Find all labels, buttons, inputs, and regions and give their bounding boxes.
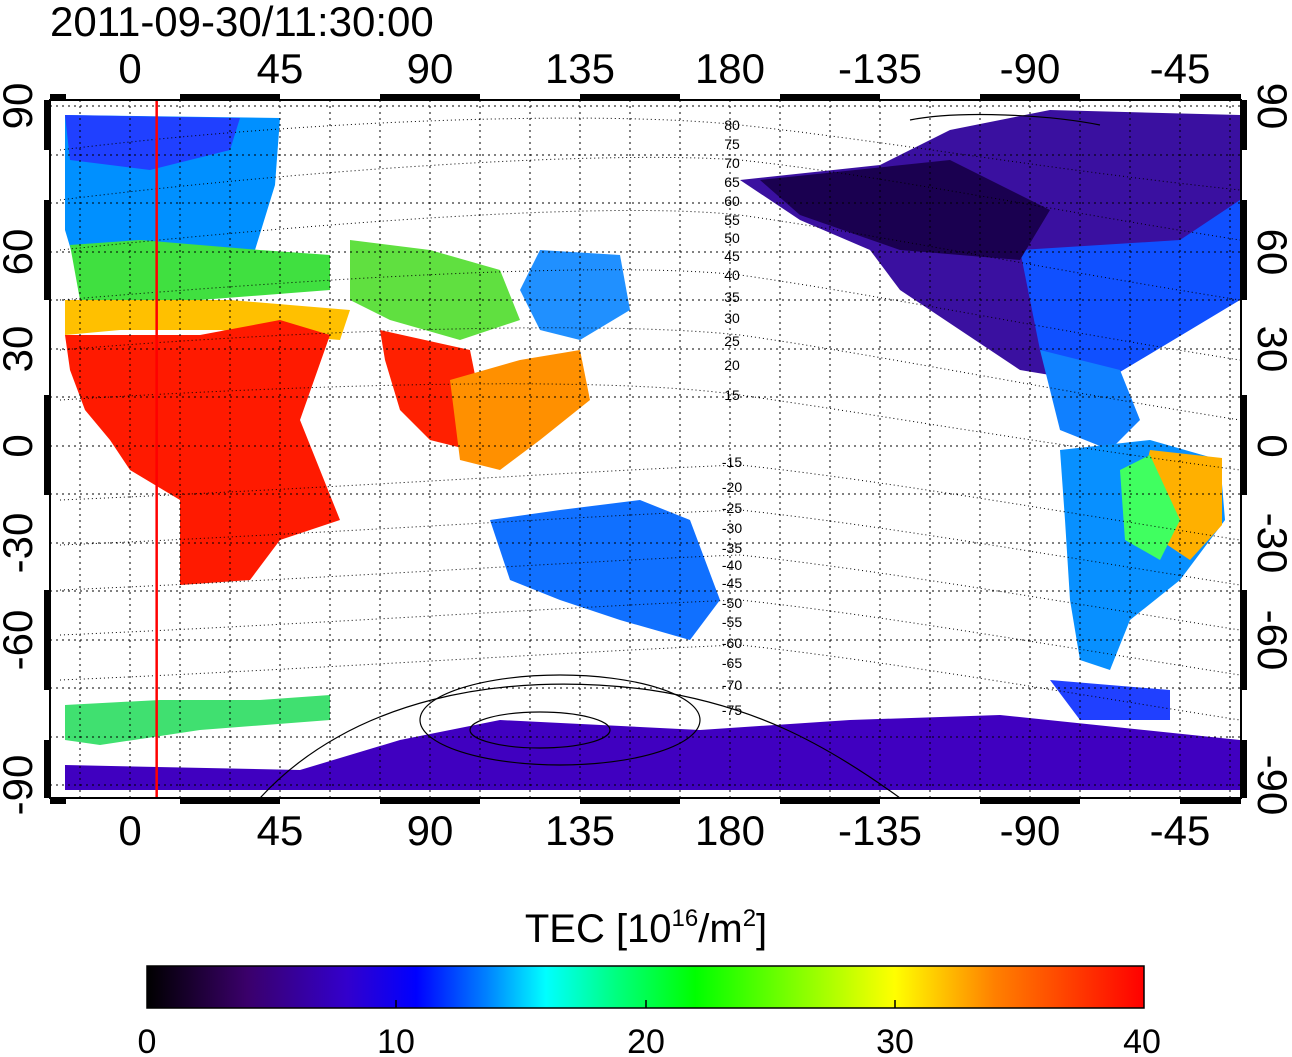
contour-label: -15	[722, 454, 742, 470]
colorbar-title-exp2: 2	[742, 905, 757, 932]
lon-tick-label: 90	[407, 807, 454, 854]
tec-region-europe-green	[70, 240, 330, 300]
contour-label: 55	[724, 212, 740, 228]
axis-bars	[44, 94, 1247, 804]
solid-contours	[259, 113, 1101, 798]
tec-region-antarctica	[65, 715, 1240, 790]
lat-tick-label: 60	[0, 229, 41, 276]
tec-region-japan	[520, 250, 630, 340]
lon-tick-label: 180	[695, 807, 765, 854]
tec-region-africa	[65, 320, 340, 585]
colorbar-tick-label: 10	[377, 1023, 415, 1057]
contour-label-group: 80 75 70 65 60 55 50 45 40 35 30 25 20 1…	[722, 117, 742, 718]
contour-label: 60	[724, 193, 740, 209]
contour-label: 25	[724, 333, 740, 349]
colorbar-title: TEC [1016/m2]	[0, 905, 1292, 952]
lat-tick-label: -90	[1249, 755, 1292, 816]
contour-label: -65	[722, 655, 742, 671]
colorbar-tick-label: 0	[138, 1023, 157, 1057]
contour-label: 80	[724, 117, 740, 133]
contour-label: 30	[724, 310, 740, 326]
tec-region-asia-green	[350, 240, 520, 340]
contour-label: -60	[722, 635, 742, 651]
tec-region-antarctica-green	[65, 695, 330, 745]
contour-label: -70	[722, 677, 742, 693]
lon-axis-top: 0 45 90 135 180 -135 -90 -45	[118, 45, 1210, 92]
contour-label: -30	[722, 520, 742, 536]
lon-tick-label: 0	[118, 45, 141, 92]
colorbar-title-exp1: 16	[671, 905, 699, 932]
contour-label: 15	[724, 387, 740, 403]
lon-tick-label: -45	[1150, 45, 1211, 92]
lat-tick-label: -60	[1249, 610, 1292, 671]
lat-tick-label: -30	[0, 513, 41, 574]
tec-region-brazil-green	[1120, 455, 1180, 560]
colorbar-title-suffix: ]	[756, 907, 768, 951]
contour-label: -50	[722, 595, 742, 611]
contour-label: -55	[722, 614, 742, 630]
lat-tick-label: -90	[0, 755, 41, 816]
tec-data-layer	[65, 110, 1240, 790]
contour-label: 50	[724, 230, 740, 246]
lat-tick-label: 30	[0, 326, 41, 373]
lon-tick-label: -45	[1150, 807, 1211, 854]
contour-label: 65	[724, 174, 740, 190]
tec-region-australia	[490, 500, 720, 640]
lat-axis-right: 90 60 30 0 -30 -60 -90	[1249, 83, 1292, 816]
tec-region-central-america	[1040, 350, 1140, 450]
colorbar-tick-label: 20	[627, 1023, 665, 1057]
contour-label: -45	[722, 575, 742, 591]
lon-tick-label: 180	[695, 45, 765, 92]
lon-tick-label: 135	[545, 45, 615, 92]
lon-tick-label: 0	[118, 807, 141, 854]
contour-label: 20	[724, 357, 740, 373]
lon-tick-label: -90	[1000, 807, 1061, 854]
colorbar-tick-label: 40	[1123, 1023, 1161, 1057]
magnetic-contours	[59, 117, 1241, 721]
colorbar-tick-labels: 0 10 20 30 40	[138, 1023, 1161, 1057]
contour-label: -40	[722, 557, 742, 573]
colorbar-ticks	[395, 1000, 896, 1008]
lon-axis-bottom: 0 45 90 135 180 -135 -90 -45	[118, 807, 1210, 854]
lat-tick-label: 30	[1249, 326, 1292, 373]
tec-region-north-america-blue	[1020, 200, 1240, 390]
lon-tick-label: -90	[1000, 45, 1061, 92]
tec-region-canada-dark	[760, 160, 1050, 260]
lon-tick-label: 45	[257, 45, 304, 92]
contour-label: -75	[722, 702, 742, 718]
contour-label: 45	[724, 248, 740, 264]
lat-tick-label: -30	[1249, 513, 1292, 574]
lat-tick-label: 90	[0, 83, 41, 130]
lon-tick-label: -135	[838, 45, 922, 92]
lat-tick-label: 90	[1249, 83, 1292, 130]
lon-tick-label: -135	[838, 807, 922, 854]
lon-tick-label: 135	[545, 807, 615, 854]
contour-label: -25	[722, 500, 742, 516]
lon-tick-label: 90	[407, 45, 454, 92]
contour-label: -35	[722, 540, 742, 556]
lat-tick-label: 0	[1249, 434, 1292, 457]
contour-label: 35	[724, 289, 740, 305]
contour-label: -20	[722, 479, 742, 495]
colorbar-title-mid: /m	[698, 907, 743, 951]
lat-axis-left: 90 60 30 0 -30 -60 -90	[0, 83, 41, 816]
tec-region-europe-high	[65, 115, 240, 170]
contour-label: 40	[724, 267, 740, 283]
lat-tick-label: -60	[0, 610, 41, 671]
contour-label: 75	[724, 136, 740, 152]
lat-tick-label: 0	[0, 434, 41, 457]
colorbar-tick-label: 30	[876, 1023, 914, 1057]
map-grid	[50, 100, 1241, 798]
colorbar-title-prefix: TEC [10	[524, 907, 672, 951]
lon-tick-label: 45	[257, 807, 304, 854]
map-timestamp: 2011-09-30/11:30:00	[50, 0, 434, 45]
tec-region-seasia	[450, 350, 590, 470]
lat-tick-label: 60	[1249, 229, 1292, 276]
contour-label: 70	[724, 155, 740, 171]
